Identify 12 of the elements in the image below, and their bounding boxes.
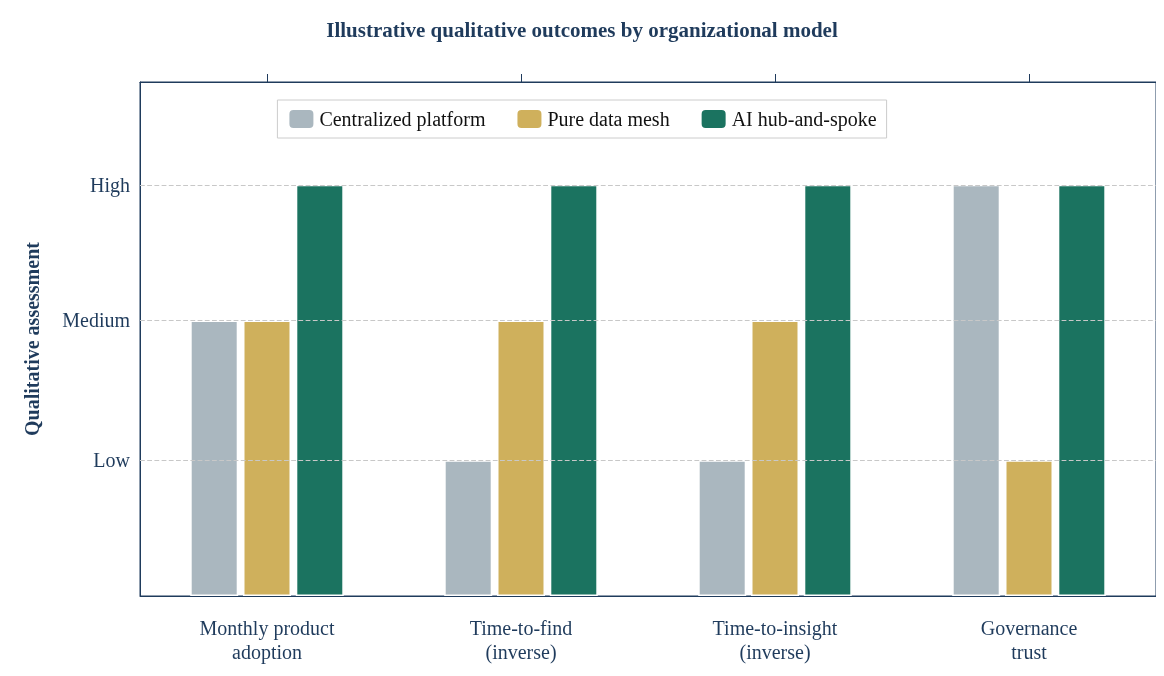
x-tick-label: Time-to-find (inverse)	[469, 617, 573, 664]
legend-label: Pure data mesh	[547, 108, 670, 130]
ref-line-label: High	[90, 173, 130, 197]
x-tick-label: Governance trust	[980, 617, 1078, 663]
x-tick-label: Time-to-insight (inverse)	[712, 617, 838, 664]
ref-line-label: Low	[93, 449, 131, 472]
x-tick-label: Monthly product adoption	[199, 617, 335, 664]
chart-title: Illustrative qualitative outcomes by organizational model	[326, 17, 838, 42]
legend-label: AI hub-and-spoke	[731, 108, 877, 131]
ref-line-label: Medium	[62, 309, 131, 332]
y-axis-title: Qualitative assessment	[21, 241, 43, 436]
legend-label: Centralized platform	[319, 108, 486, 131]
